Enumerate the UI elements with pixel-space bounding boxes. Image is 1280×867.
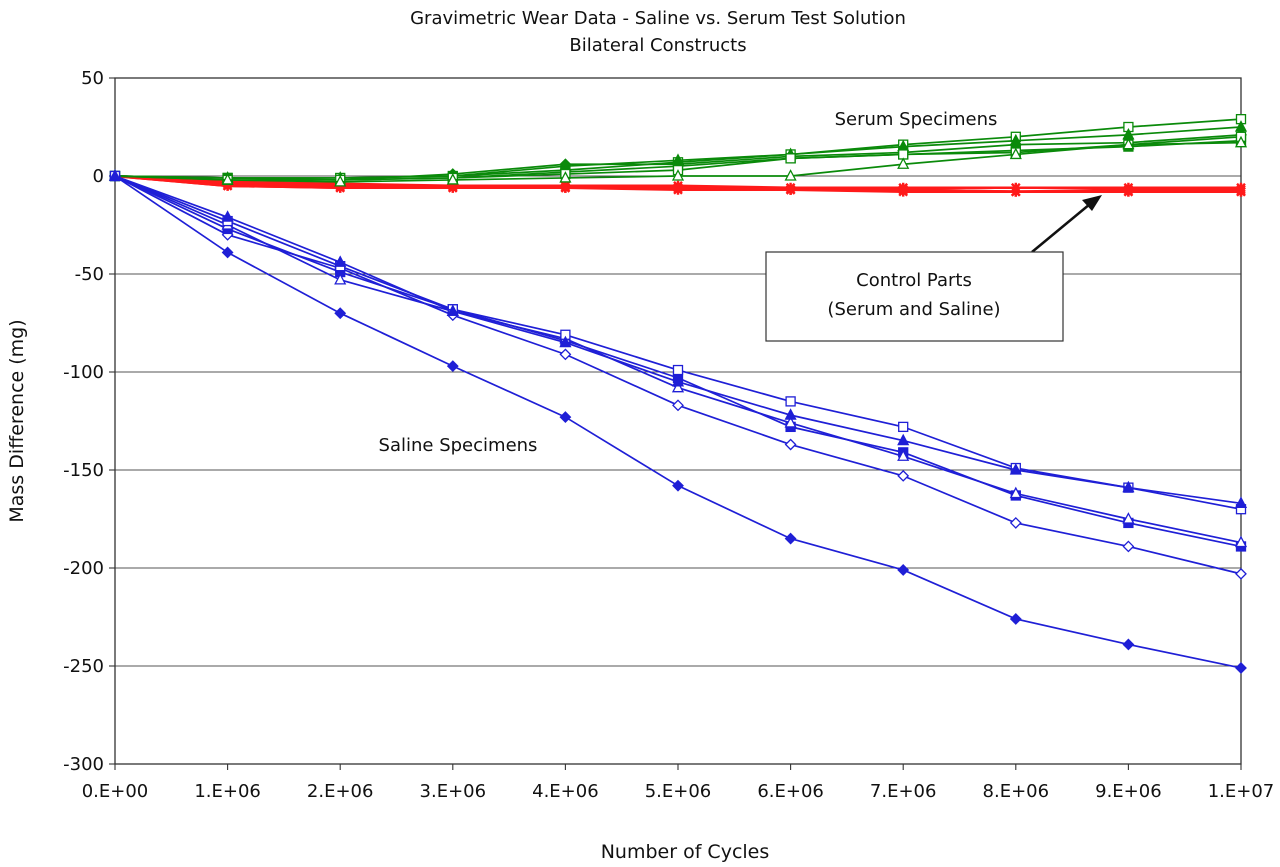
x-axis-label: Number of Cycles: [601, 841, 770, 863]
control-point: [560, 182, 571, 193]
y-tick-label: 50: [81, 68, 104, 89]
saline-series-line: [114, 175, 1242, 505]
y-tick-label: -150: [63, 460, 104, 481]
saline-point: [1235, 567, 1247, 580]
saline-point: [559, 411, 572, 423]
saline-point: [1009, 517, 1022, 529]
saline-series: [108, 169, 1248, 508]
saline-point: [1122, 638, 1135, 651]
serum-point: [784, 169, 797, 181]
serum-point: [334, 174, 347, 187]
saline-series-line: [114, 175, 1242, 511]
x-tick-label: 1.E+07: [1208, 781, 1275, 802]
serum-point: [1234, 135, 1248, 148]
serum-point: [446, 173, 459, 185]
saline-point: [1235, 662, 1247, 674]
saline-series: [109, 170, 1247, 515]
saline-point: [334, 272, 347, 285]
control-point: [1010, 186, 1021, 197]
saline-point: [446, 304, 459, 316]
y-tick-label: 0: [93, 166, 104, 187]
saline-series: [109, 170, 1247, 552]
control-arrow-line: [1031, 203, 1091, 253]
saline-point: [1234, 535, 1248, 548]
saline-point: [1009, 613, 1022, 625]
control-annotation-line1: Control Parts: [856, 270, 972, 291]
y-tick-label: -100: [63, 362, 104, 383]
y-tick-label: -50: [75, 264, 104, 285]
saline-point: [672, 364, 684, 376]
x-tick-label: 4.E+06: [532, 781, 599, 802]
saline-point: [784, 416, 797, 428]
control-annotation-line2: (Serum and Saline): [827, 299, 1000, 320]
serum-point: [897, 157, 910, 169]
saline-point: [334, 255, 347, 267]
control-point: [898, 186, 909, 197]
x-tick-labels: 0.E+00 1.E+06 2.E+06 3.E+06 4.E+06 5.E+06 6.E+…: [82, 781, 1275, 802]
serum-point: [559, 171, 572, 183]
saline-point: [559, 348, 572, 361]
saline-point: [897, 449, 910, 461]
saline-annotation: Saline Specimens: [379, 435, 538, 456]
saline-point: [1234, 496, 1248, 508]
saline-point: [784, 532, 797, 545]
y-tick-label: -300: [63, 754, 104, 775]
saline-point: [672, 479, 684, 492]
control-annotation-box: [765, 251, 1064, 342]
serum-point: [671, 169, 685, 181]
y-tick-label: -200: [63, 558, 104, 579]
saline-point: [559, 335, 572, 348]
saline-point: [334, 307, 347, 320]
saline-point: [672, 399, 684, 412]
saline-point: [784, 438, 797, 451]
serum-point: [785, 153, 796, 164]
series-lines: [108, 114, 1248, 674]
saline-point: [671, 374, 685, 387]
x-tick-label: 8.E+06: [983, 781, 1050, 802]
control-point: [1123, 186, 1134, 197]
y-tick-labels: 50 0 -50 -100 -150 -200 -250 -300: [63, 68, 104, 775]
control-point: [785, 184, 796, 195]
saline-series: [109, 170, 1247, 674]
saline-point: [1009, 463, 1022, 475]
control-arrow-head: [1082, 195, 1102, 211]
serum-point: [221, 173, 234, 185]
saline-point: [897, 433, 910, 446]
chart-title: Gravimetric Wear Data - Saline vs. Serum…: [410, 8, 906, 29]
saline-point: [1122, 540, 1135, 553]
control-point: [1236, 186, 1246, 197]
x-tick-label: 7.E+06: [870, 781, 937, 802]
saline-point: [1122, 480, 1135, 493]
saline-point: [1122, 512, 1135, 524]
serum-annotation: Serum Specimens: [835, 109, 998, 130]
control-point: [673, 182, 683, 193]
saline-point: [221, 246, 234, 259]
chart-subtitle: Bilateral Constructs: [569, 35, 746, 56]
saline-point: [897, 564, 910, 576]
y-axis-label: Mass Difference (mg): [6, 319, 28, 522]
y-tick-label: -250: [63, 656, 104, 677]
saline-point: [784, 408, 797, 420]
saline-point: [221, 210, 234, 222]
x-tick-label: 6.E+06: [757, 781, 824, 802]
saline-point: [898, 421, 909, 433]
x-tick-label: 1.E+06: [194, 781, 261, 802]
x-tick-label: 3.E+06: [420, 781, 487, 802]
saline-point: [446, 360, 459, 373]
x-tick-label: 9.E+06: [1095, 781, 1162, 802]
saline-point: [1009, 486, 1022, 499]
saline-point: [108, 169, 122, 181]
x-tick-label: 2.E+06: [307, 781, 374, 802]
x-tick-label: 5.E+06: [645, 781, 712, 802]
saline-point: [671, 380, 685, 393]
saline-point: [785, 396, 796, 407]
serum-point: [1009, 147, 1022, 160]
x-tick-label: 0.E+00: [82, 781, 149, 802]
serum-point: [1122, 137, 1135, 150]
saline-point: [897, 469, 910, 482]
plot-border: [114, 77, 1242, 765]
